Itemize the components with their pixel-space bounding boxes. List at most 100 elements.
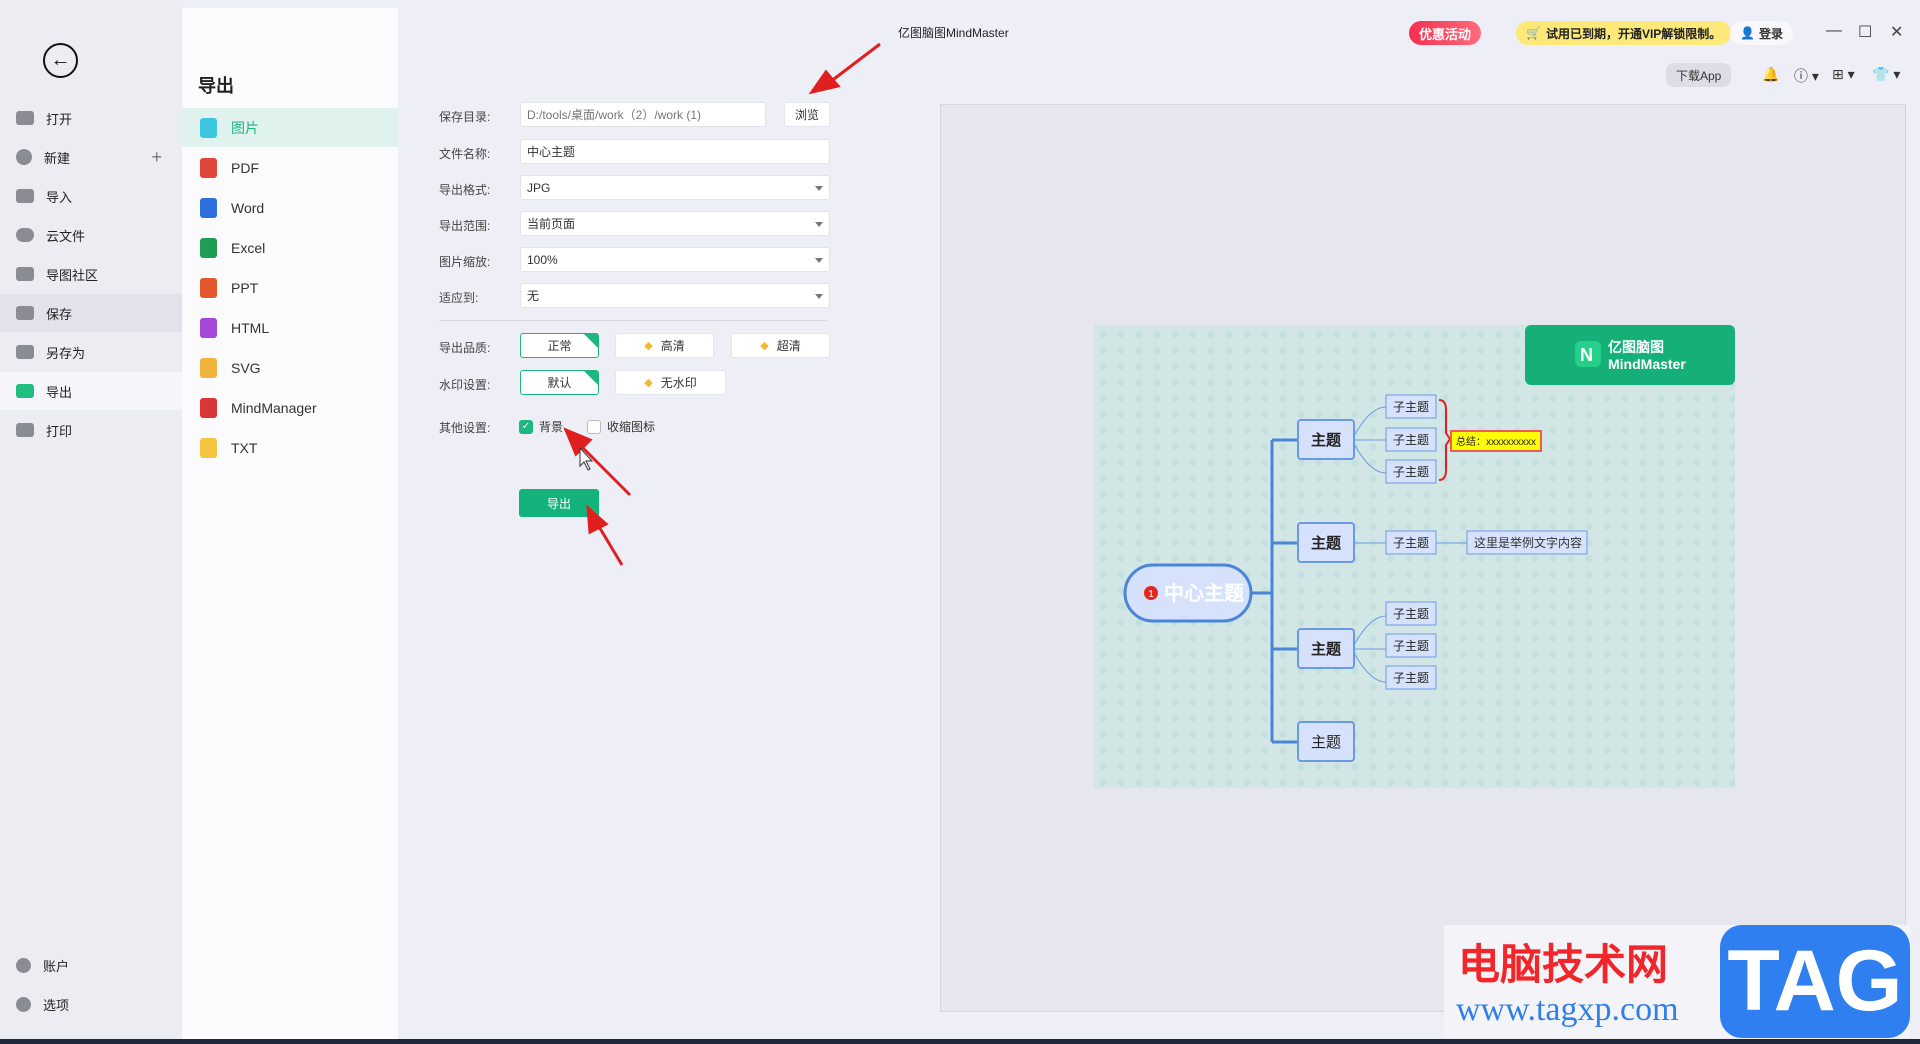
- topic-node: [1297, 628, 1355, 669]
- skin-shirt-icon[interactable]: 👕 ▾: [1872, 66, 1901, 82]
- diamond-icon: ◆: [644, 340, 653, 352]
- format-item-pdf[interactable]: PDF: [182, 148, 398, 187]
- menu-import[interactable]: 导入: [0, 177, 182, 215]
- topic-node-text: 主题: [1311, 534, 1342, 552]
- range-select[interactable]: 当前页面: [520, 211, 830, 236]
- menu-save[interactable]: 保存: [0, 294, 182, 332]
- window-title: 亿图脑图MindMaster: [898, 26, 1009, 40]
- export-format-panel: [182, 8, 398, 1044]
- format-item-html[interactable]: HTML: [182, 308, 398, 347]
- format-item-excel[interactable]: Excel: [182, 228, 398, 267]
- menu-cloud[interactable]: 云文件: [0, 216, 182, 254]
- scale-label: 图片缩放:: [439, 255, 491, 269]
- import-icon: [16, 189, 34, 203]
- file-icon: [200, 237, 217, 258]
- menu-open[interactable]: 打开: [0, 99, 182, 137]
- summary-text: 总结：xxxxxxxxxx: [1456, 435, 1536, 448]
- quality-normal[interactable]: 正常: [520, 333, 599, 358]
- menu-save-as[interactable]: 另存为: [0, 333, 182, 371]
- vip-banner[interactable]: 🛒 试用已到期，开通VIP解锁限制。: [1516, 21, 1732, 45]
- trunk-lines: [1251, 438, 1298, 744]
- panel-title: 导出: [198, 76, 234, 96]
- scale-select[interactable]: 100%: [520, 247, 830, 272]
- gear-icon: [16, 996, 31, 1012]
- quality-hd[interactable]: ◆ 高清: [615, 333, 714, 358]
- summary-bracket: [1438, 399, 1452, 481]
- logo-text-cn: 亿图脑图: [1608, 339, 1664, 355]
- printer-icon: [16, 423, 34, 437]
- svg-text:这里是举例文字内容: 这里是举例文字内容: [1474, 535, 1582, 550]
- file-icon: [200, 397, 217, 418]
- subtopic-node: [1385, 427, 1437, 452]
- chevron-down-icon: [815, 258, 823, 263]
- menu-print[interactable]: 打印: [0, 411, 182, 449]
- back-button[interactable]: ←: [43, 43, 78, 78]
- subtopic-node-text: 子主题: [1393, 433, 1429, 447]
- site-watermark: 电脑技术网 www.tagxp.com TAG: [1444, 925, 1910, 1038]
- check-icon[interactable]: ✓: [519, 419, 533, 434]
- format-select[interactable]: JPG: [520, 175, 830, 200]
- minimize-button[interactable]: —: [1826, 22, 1842, 39]
- background-checkbox[interactable]: ✓ 背景: [519, 418, 563, 435]
- chevron-down-icon: [815, 294, 823, 299]
- topic-node-text: 主题: [1311, 431, 1342, 449]
- example-text-node: [1466, 530, 1588, 555]
- quality-uhd[interactable]: ◆ 超清: [731, 333, 830, 358]
- file-name-label: 文件名称:: [439, 147, 491, 161]
- format-item-svg[interactable]: SVG: [182, 348, 398, 387]
- watermark-none[interactable]: ◆ 无水印: [615, 370, 726, 395]
- file-name-input[interactable]: 中心主题: [520, 139, 830, 164]
- export-button[interactable]: 导出: [519, 489, 599, 517]
- save-icon: [16, 306, 34, 320]
- diamond-icon: ◆: [760, 340, 769, 352]
- plus-icon[interactable]: +: [151, 146, 162, 167]
- chevron-down-icon: [815, 222, 823, 227]
- watermark-label: 水印设置:: [439, 378, 491, 392]
- maximize-button[interactable]: ☐: [1858, 24, 1873, 41]
- close-button[interactable]: ✕: [1890, 24, 1904, 41]
- menu-export[interactable]: 导出: [0, 372, 182, 410]
- subtopic-node-text: 子主题: [1393, 536, 1429, 550]
- help-icon[interactable]: ⓘ ▾: [1794, 68, 1819, 84]
- apps-grid-icon[interactable]: ⊞ ▾: [1832, 66, 1855, 82]
- download-app-button[interactable]: 下载App: [1666, 63, 1732, 87]
- menu-account[interactable]: 账户: [0, 946, 182, 984]
- watermark-default[interactable]: 默认: [520, 370, 599, 395]
- user-icon: 👤: [1740, 26, 1755, 40]
- diamond-icon: ◆: [644, 377, 653, 389]
- login-button[interactable]: 👤 登录: [1730, 21, 1793, 45]
- fit-select[interactable]: 无: [520, 283, 830, 308]
- save-dir-label: 保存目录:: [439, 110, 491, 124]
- save-as-icon: [16, 345, 34, 359]
- central-node-text: 中心主题: [1164, 581, 1245, 605]
- menu-options[interactable]: 选项: [0, 985, 182, 1023]
- save-dir-input[interactable]: D:/tools/桌面/work（2）/work (1): [520, 102, 766, 127]
- subtopic-node-text: 子主题: [1393, 671, 1429, 685]
- checkbox-box[interactable]: [587, 419, 601, 434]
- promo-badge[interactable]: 优惠活动: [1409, 21, 1482, 45]
- subtopic-node-text: 子主题: [1393, 465, 1429, 479]
- bell-icon[interactable]: 🔔: [1762, 66, 1780, 82]
- quality-label: 导出品质:: [439, 341, 491, 355]
- file-icon: [200, 117, 217, 138]
- format-item-txt[interactable]: TXT: [182, 428, 398, 467]
- format-item-mindmanager[interactable]: MindManager: [182, 388, 398, 427]
- arrow-left-icon: ←: [50, 49, 71, 71]
- file-icon: [200, 197, 217, 218]
- svg-text:1: 1: [1148, 589, 1154, 600]
- browse-button[interactable]: 浏览: [784, 102, 830, 127]
- format-item-图片[interactable]: 图片: [182, 108, 398, 147]
- menu-new[interactable]: 新建 +: [0, 138, 182, 176]
- file-icon: [200, 277, 217, 298]
- chevron-down-icon: [815, 186, 823, 191]
- topic-node: [1297, 721, 1355, 762]
- format-item-ppt[interactable]: PPT: [182, 268, 398, 307]
- plus-circle-icon: [16, 149, 32, 165]
- menu-community[interactable]: 导图社区: [0, 255, 182, 293]
- collapse-icon-checkbox[interactable]: 收缩图标: [587, 418, 655, 435]
- fit-label: 适应到:: [439, 291, 479, 305]
- left-sidebar: [0, 0, 182, 1044]
- format-item-word[interactable]: Word: [182, 188, 398, 227]
- topic-node: [1297, 419, 1355, 460]
- file-icon: [200, 437, 217, 458]
